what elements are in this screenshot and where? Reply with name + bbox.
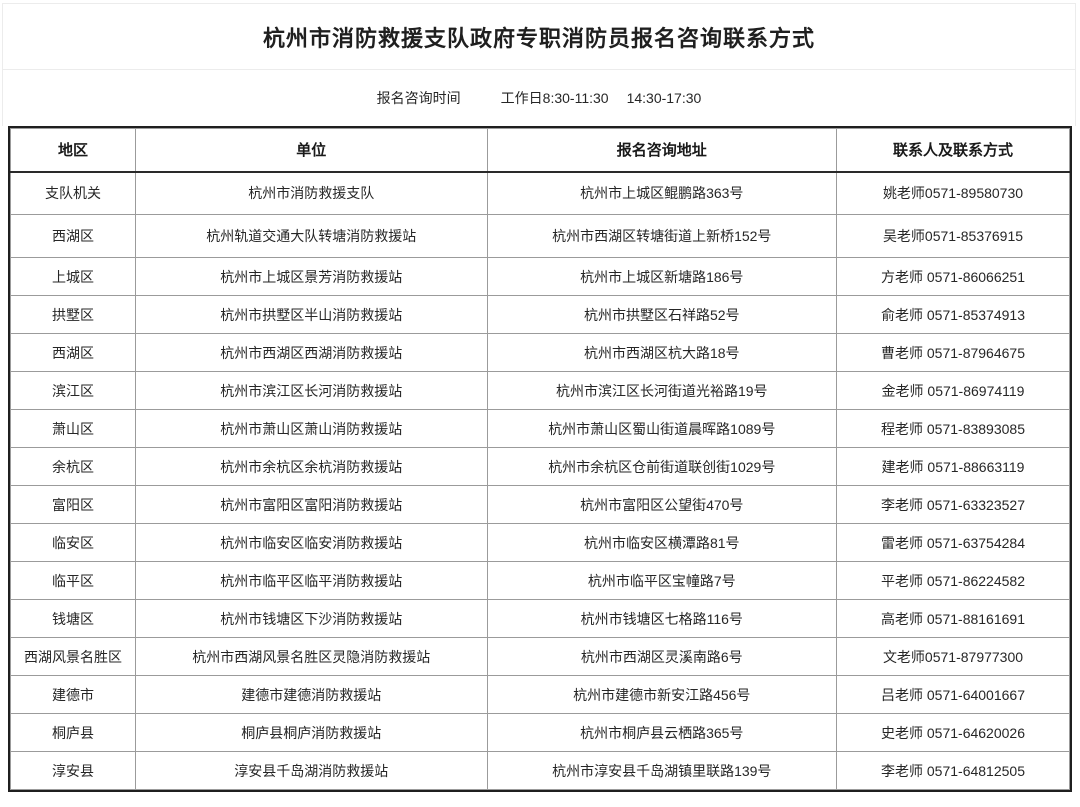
cell-address: 杭州市临安区横潭路81号	[486, 523, 838, 562]
cell-region: 上城区	[10, 257, 136, 296]
document-sheet: 杭州市消防救援支队政府专职消防员报名咨询联系方式 报名咨询时间 工作日8:30-…	[0, 3, 1080, 807]
cell-address: 杭州市余杭区仓前街道联创街1029号	[486, 447, 838, 486]
cell-region: 建德市	[10, 675, 136, 714]
column-header-address: 报名咨询地址	[486, 128, 838, 173]
cell-region: 余杭区	[10, 447, 136, 486]
table-row: 淳安县 淳安县千岛湖消防救援站 杭州市淳安县千岛湖镇里联路139号 李老师 0571-…	[10, 751, 1070, 790]
table-row: 萧山区 杭州市萧山区萧山消防救援站 杭州市萧山区蜀山街道晨晖路1089号 程老师 05…	[10, 409, 1070, 448]
cell-region: 临安区	[10, 523, 136, 562]
cell-contact: 方老师 0571-86066251	[836, 257, 1070, 296]
cell-unit: 杭州市消防救援支队	[134, 171, 488, 215]
page-title: 杭州市消防救援支队政府专职消防员报名咨询联系方式	[262, 25, 815, 51]
cell-address: 杭州市建德市新安江路456号	[486, 675, 838, 714]
table-row: 滨江区 杭州市滨江区长河消防救援站 杭州市滨江区长河街道光裕路19号 金老师 0571…	[10, 371, 1070, 410]
table-row: 拱墅区 杭州市拱墅区半山消防救援站 杭州市拱墅区石祥路52号 俞老师 0571-853…	[10, 295, 1070, 334]
table-header: 地区 单位 报名咨询地址 联系人及联系方式	[10, 128, 1070, 173]
contact-table: 地区 单位 报名咨询地址 联系人及联系方式 支队机关 杭州市消防救援支队 杭州市上城区鲲鹏…	[10, 128, 1070, 790]
cell-contact: 高老师 0571-88161691	[836, 599, 1070, 638]
cell-address: 杭州市富阳区公望街470号	[486, 485, 838, 524]
cell-unit: 杭州市西湖风景名胜区灵隐消防救援站	[134, 637, 488, 676]
cell-unit: 杭州市临平区临平消防救援站	[134, 561, 488, 600]
table-row: 建德市 建德市建德消防救援站 杭州市建德市新安江路456号 吕老师 0571-6400…	[10, 675, 1070, 714]
cell-contact: 建老师 0571-88663119	[836, 447, 1070, 486]
table-row: 富阳区 杭州市富阳区富阳消防救援站 杭州市富阳区公望街470号 李老师 0571-63…	[10, 485, 1070, 524]
cell-contact: 史老师 0571-64620026	[836, 713, 1070, 752]
cell-region: 滨江区	[10, 371, 136, 410]
table-row: 上城区 杭州市上城区景芳消防救援站 杭州市上城区新塘路186号 方老师 0571-86…	[10, 257, 1070, 296]
cell-address: 杭州市钱塘区七格路116号	[486, 599, 838, 638]
cell-address: 杭州市拱墅区石祥路52号	[486, 295, 838, 334]
cell-contact: 文老师0571-87977300	[836, 637, 1070, 676]
table-body: 支队机关 杭州市消防救援支队 杭州市上城区鲲鹏路363号 姚老师0571-895807…	[10, 171, 1070, 790]
cell-unit: 杭州市余杭区余杭消防救援站	[134, 447, 488, 486]
table-row: 临平区 杭州市临平区临平消防救援站 杭州市临平区宝幢路7号 平老师 0571-8622…	[10, 561, 1070, 600]
table-header-row: 地区 单位 报名咨询地址 联系人及联系方式	[10, 128, 1070, 173]
cell-address: 杭州市上城区新塘路186号	[486, 257, 838, 296]
cell-address: 杭州市滨江区长河街道光裕路19号	[486, 371, 838, 410]
cell-contact: 姚老师0571-89580730	[836, 171, 1070, 215]
column-header-region: 地区	[10, 128, 136, 173]
table-row: 钱塘区 杭州市钱塘区下沙消防救援站 杭州市钱塘区七格路116号 高老师 0571-88…	[10, 599, 1070, 638]
table-row: 西湖区 杭州轨道交通大队转塘消防救援站 杭州市西湖区转塘街道上新桥152号 吴老师05…	[10, 214, 1070, 258]
cell-unit: 淳安县千岛湖消防救援站	[134, 751, 488, 790]
cell-region: 西湖风景名胜区	[10, 637, 136, 676]
consult-time-row: 报名咨询时间 工作日8:30-11:30 14:30-17:30	[3, 70, 1075, 126]
contact-table-wrap: 地区 单位 报名咨询地址 联系人及联系方式 支队机关 杭州市消防救援支队 杭州市上城区鲲鹏…	[8, 126, 1072, 792]
consult-time-weekday-morning: 工作日8:30-11:30	[500, 90, 609, 106]
cell-region: 临平区	[10, 561, 136, 600]
table-row: 西湖区 杭州市西湖区西湖消防救援站 杭州市西湖区杭大路18号 曹老师 0571-879…	[10, 333, 1070, 372]
cell-region: 钱塘区	[10, 599, 136, 638]
cell-contact: 平老师 0571-86224582	[836, 561, 1070, 600]
table-row: 临安区 杭州市临安区临安消防救援站 杭州市临安区横潭路81号 雷老师 0571-637…	[10, 523, 1070, 562]
cell-address: 杭州市西湖区灵溪南路6号	[486, 637, 838, 676]
cell-unit: 杭州轨道交通大队转塘消防救援站	[134, 214, 488, 258]
cell-contact: 李老师 0571-63323527	[836, 485, 1070, 524]
cell-region: 西湖区	[10, 333, 136, 372]
cell-region: 萧山区	[10, 409, 136, 448]
cell-contact: 李老师 0571-64812505	[836, 751, 1070, 790]
cell-unit: 桐庐县桐庐消防救援站	[134, 713, 488, 752]
cell-contact: 俞老师 0571-85374913	[836, 295, 1070, 334]
cell-region: 西湖区	[10, 214, 136, 258]
consult-time-afternoon: 14:30-17:30	[626, 90, 702, 106]
cell-address: 杭州市桐庐县云栖路365号	[486, 713, 838, 752]
table-row: 西湖风景名胜区 杭州市西湖风景名胜区灵隐消防救援站 杭州市西湖区灵溪南路6号 文老师0…	[10, 637, 1070, 676]
consult-time-label: 报名咨询时间	[376, 90, 461, 106]
cell-unit: 杭州市富阳区富阳消防救援站	[134, 485, 488, 524]
column-header-unit: 单位	[134, 128, 488, 173]
table-row: 支队机关 杭州市消防救援支队 杭州市上城区鲲鹏路363号 姚老师0571-895807…	[10, 171, 1070, 215]
title-row: 杭州市消防救援支队政府专职消防员报名咨询联系方式	[3, 4, 1075, 70]
cell-region: 淳安县	[10, 751, 136, 790]
cell-region: 富阳区	[10, 485, 136, 524]
cell-unit: 杭州市拱墅区半山消防救援站	[134, 295, 488, 334]
column-header-contact: 联系人及联系方式	[836, 128, 1070, 173]
cell-address: 杭州市西湖区转塘街道上新桥152号	[486, 214, 838, 258]
cell-contact: 吕老师 0571-64001667	[836, 675, 1070, 714]
cell-address: 杭州市西湖区杭大路18号	[486, 333, 838, 372]
cell-region: 拱墅区	[10, 295, 136, 334]
cell-unit: 杭州市西湖区西湖消防救援站	[134, 333, 488, 372]
table-row: 桐庐县 桐庐县桐庐消防救援站 杭州市桐庐县云栖路365号 史老师 0571-64620…	[10, 713, 1070, 752]
cell-contact: 程老师 0571-83893085	[836, 409, 1070, 448]
cell-address: 杭州市萧山区蜀山街道晨晖路1089号	[486, 409, 838, 448]
cell-region: 桐庐县	[10, 713, 136, 752]
cell-region: 支队机关	[10, 171, 136, 215]
cell-contact: 金老师 0571-86974119	[836, 371, 1070, 410]
cell-address: 杭州市临平区宝幢路7号	[486, 561, 838, 600]
cell-address: 杭州市上城区鲲鹏路363号	[486, 171, 838, 215]
cell-unit: 杭州市萧山区萧山消防救援站	[134, 409, 488, 448]
cell-unit: 杭州市上城区景芳消防救援站	[134, 257, 488, 296]
cell-address: 杭州市淳安县千岛湖镇里联路139号	[486, 751, 838, 790]
cell-contact: 雷老师 0571-63754284	[836, 523, 1070, 562]
cell-unit: 建德市建德消防救援站	[134, 675, 488, 714]
cell-unit: 杭州市临安区临安消防救援站	[134, 523, 488, 562]
cell-contact: 吴老师0571-85376915	[836, 214, 1070, 258]
cell-unit: 杭州市滨江区长河消防救援站	[134, 371, 488, 410]
table-row: 余杭区 杭州市余杭区余杭消防救援站 杭州市余杭区仓前街道联创街1029号 建老师 05…	[10, 447, 1070, 486]
cell-contact: 曹老师 0571-87964675	[836, 333, 1070, 372]
cell-unit: 杭州市钱塘区下沙消防救援站	[134, 599, 488, 638]
title-block: 杭州市消防救援支队政府专职消防员报名咨询联系方式 报名咨询时间 工作日8:30-…	[2, 3, 1076, 126]
